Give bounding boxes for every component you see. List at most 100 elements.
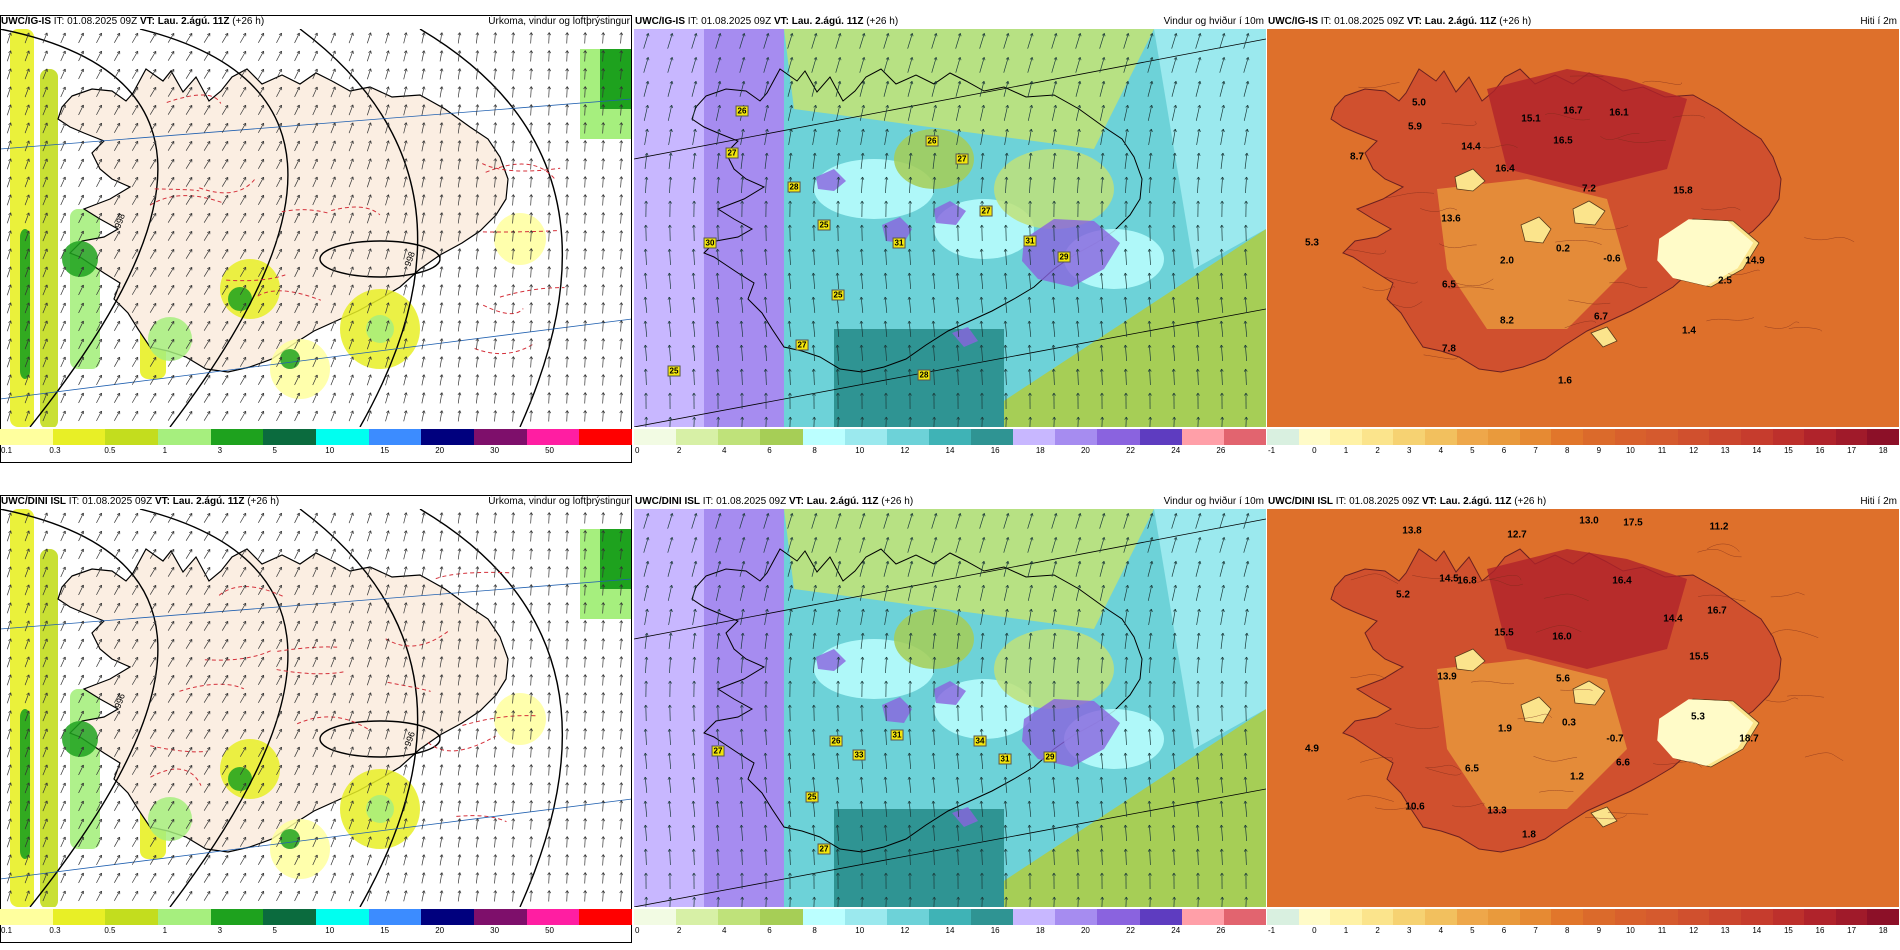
temperature-value: 16.8 <box>1457 575 1477 587</box>
init-time: IT: 01.08.2025 09Z <box>51 16 140 27</box>
temperature-value: 13.6 <box>1441 213 1461 225</box>
temperature-value: 14.5 <box>1439 573 1459 585</box>
temperature-value: 5.6 <box>1556 673 1570 685</box>
colorbar-swatch <box>1741 429 1774 445</box>
colorbar-tick-label: 10 <box>325 926 335 935</box>
gust-max-label: 29 <box>1057 251 1071 263</box>
colorbar-tick-label: 30 <box>490 446 500 455</box>
temperature-value: 8.7 <box>1350 151 1364 163</box>
colorbar-swatch <box>1298 909 1331 925</box>
colorbar-tick-label: 14 <box>1752 446 1762 455</box>
temperature-value: 7.8 <box>1442 343 1456 355</box>
colorbar-tick-label: 10 <box>1625 446 1635 455</box>
colorbar-swatch <box>1741 909 1774 925</box>
colorbar-swatch <box>1804 909 1837 925</box>
panel-run-info: UWC/DINI ISL IT: 01.08.2025 09Z VT: Lau.… <box>1 495 279 509</box>
lead-time: (+26 h) <box>229 16 265 27</box>
temperature-value: 14.4 <box>1461 141 1481 153</box>
colorbar-tick-label: 8 <box>812 446 817 455</box>
colorbar-tick-label: 15 <box>380 446 390 455</box>
init-time: IT: 01.08.2025 09Z <box>66 496 155 507</box>
temperature-value: 10.6 <box>1405 801 1425 813</box>
colorbar-tick-label: 20 <box>1080 926 1090 935</box>
colorbar-tick-label: 2 <box>1375 446 1380 455</box>
colorbar-swatch <box>676 909 719 925</box>
colorbar-swatch <box>158 909 212 925</box>
colorbar-swatch <box>971 429 1014 445</box>
colorbar-swatch <box>1013 429 1056 445</box>
gust-max-label: 31 <box>998 753 1012 765</box>
colorbar-swatch <box>1804 429 1837 445</box>
colorbar-tick-label: 22 <box>1126 926 1136 935</box>
colorbar <box>0 909 632 925</box>
colorbar-swatch <box>1055 909 1098 925</box>
colorbar-swatch <box>1267 429 1300 445</box>
colorbar-tick-label: 2 <box>1375 926 1380 935</box>
temperature-contours <box>149 94 565 355</box>
wind-arrows <box>643 33 1250 427</box>
colorbar-swatch <box>1583 429 1616 445</box>
colorbar-tick-label: 7 <box>1533 926 1538 935</box>
colorbar-swatch <box>52 429 106 445</box>
temperature-value: 17.5 <box>1623 517 1643 529</box>
temperature-value: 15.5 <box>1689 651 1709 663</box>
colorbar-swatch <box>1181 429 1225 445</box>
colorbar-tick-label: 16 <box>990 446 1000 455</box>
colorbar-tick-label: -1 <box>1268 926 1276 935</box>
colorbar-swatch <box>1488 909 1521 925</box>
colorbar-swatch <box>1223 429 1266 445</box>
colorbar-tick-label: 1 <box>1343 446 1349 455</box>
temperature-value: 14.9 <box>1745 255 1765 267</box>
gust-max-label: 26 <box>925 135 939 147</box>
forecast-panel-precip: UWC/DINI ISL IT: 01.08.2025 09Z VT: Lau.… <box>0 495 632 950</box>
colorbar-swatch <box>1223 909 1266 925</box>
colorbar-swatch <box>263 429 317 445</box>
isobar-label: 996 <box>402 730 417 748</box>
temperature-value: 16.7 <box>1563 105 1583 117</box>
temperature-contours <box>150 571 538 823</box>
colorbar-tick-label: 0 <box>1312 446 1317 455</box>
colorbar-swatch <box>579 429 632 445</box>
colorbar-tick-label: -1 <box>1268 446 1276 455</box>
gust-max-label: 25 <box>805 791 819 803</box>
colorbar-swatch <box>1267 909 1300 925</box>
colorbar-tick-label: 18 <box>1878 926 1888 935</box>
colorbar-swatch <box>886 909 930 925</box>
colorbar-tick-label: 16 <box>1815 446 1825 455</box>
temperature-value: 1.6 <box>1558 375 1572 387</box>
colorbar-swatch <box>1393 429 1426 445</box>
colorbar <box>634 429 1266 445</box>
temperature-value: 6.7 <box>1594 311 1608 323</box>
colorbar-tick-label: 3 <box>1406 926 1412 935</box>
gust-max-label: 28 <box>917 369 931 381</box>
forecast-panel-precip: UWC/IG-IS IT: 01.08.2025 09Z VT: Lau. 2.… <box>0 15 632 470</box>
colorbar-swatch <box>928 909 972 925</box>
temperature-value: 16.5 <box>1553 135 1573 147</box>
colorbar-swatch <box>1867 909 1899 925</box>
temperature-value: 6.5 <box>1465 763 1479 775</box>
isobars <box>0 509 564 907</box>
colorbar-swatch <box>1709 429 1742 445</box>
colorbar-tick-label: 2 <box>676 926 682 935</box>
colorbar-tick-label: 3 <box>217 926 223 935</box>
temperature-value: 18.7 <box>1739 733 1759 745</box>
colorbar-swatch <box>760 909 804 925</box>
forecast-panel-wind: UWC/DINI ISL IT: 01.08.2025 09Z VT: Lau.… <box>634 495 1266 950</box>
colorbar-tick-label: 4 <box>722 926 727 935</box>
colorbar-tick-label: 11 <box>1657 446 1667 455</box>
valid-time: VT: Lau. 2.ágú. 11Z <box>788 496 879 507</box>
colorbar-swatch <box>316 429 370 445</box>
temperature-value: 1.8 <box>1522 829 1536 841</box>
lead-time: (+26 h) <box>1496 16 1532 27</box>
colorbar-tick-label: 5 <box>1470 926 1475 935</box>
colorbar-tick-label: 1 <box>1343 926 1349 935</box>
colorbar <box>0 429 632 445</box>
colorbar-swatch <box>1709 909 1742 925</box>
colorbar-swatch <box>718 429 761 445</box>
panel-title: Úrkoma, vindur og loftþrýstingur <box>488 496 630 507</box>
colorbar-swatch <box>928 429 972 445</box>
colorbar-tick-label: 0 <box>635 926 640 935</box>
panel-title: Úrkoma, vindur og loftþrýstingur <box>488 16 630 27</box>
colorbar-swatch <box>158 429 212 445</box>
colorbar-tick-label: 0 <box>635 446 640 455</box>
